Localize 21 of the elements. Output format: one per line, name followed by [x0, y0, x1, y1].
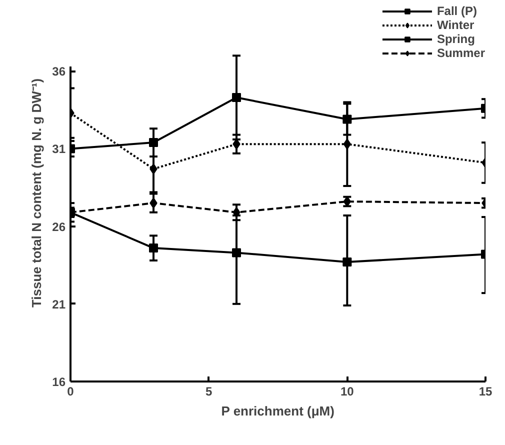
legend-label: Summer — [436, 46, 485, 60]
x-tick-label: 10 — [340, 384, 354, 398]
point — [342, 258, 352, 267]
y-axis-title: Tissue total N content (mg N. g DW⁻¹) — [29, 78, 44, 308]
y-tick-label: 26 — [52, 220, 66, 234]
point — [232, 93, 241, 102]
y-tick-label: 16 — [52, 375, 66, 389]
legend-label: Fall (P) — [436, 4, 477, 18]
x-tick-label: 15 — [478, 384, 492, 398]
y-tick-label: 36 — [52, 64, 66, 79]
y-tick-label: 21 — [52, 297, 66, 312]
legend-label: Winter — [436, 18, 474, 32]
point — [149, 138, 158, 148]
point — [342, 114, 352, 124]
y-tick-label: 31 — [52, 142, 66, 156]
x-tick-label: 5 — [205, 384, 212, 398]
legend-label: Spring — [436, 32, 475, 46]
x-axis-title: P enrichment (μM) — [221, 404, 334, 418]
point — [149, 244, 158, 253]
point — [232, 248, 241, 258]
x-tick-label: 0 — [67, 384, 74, 398]
